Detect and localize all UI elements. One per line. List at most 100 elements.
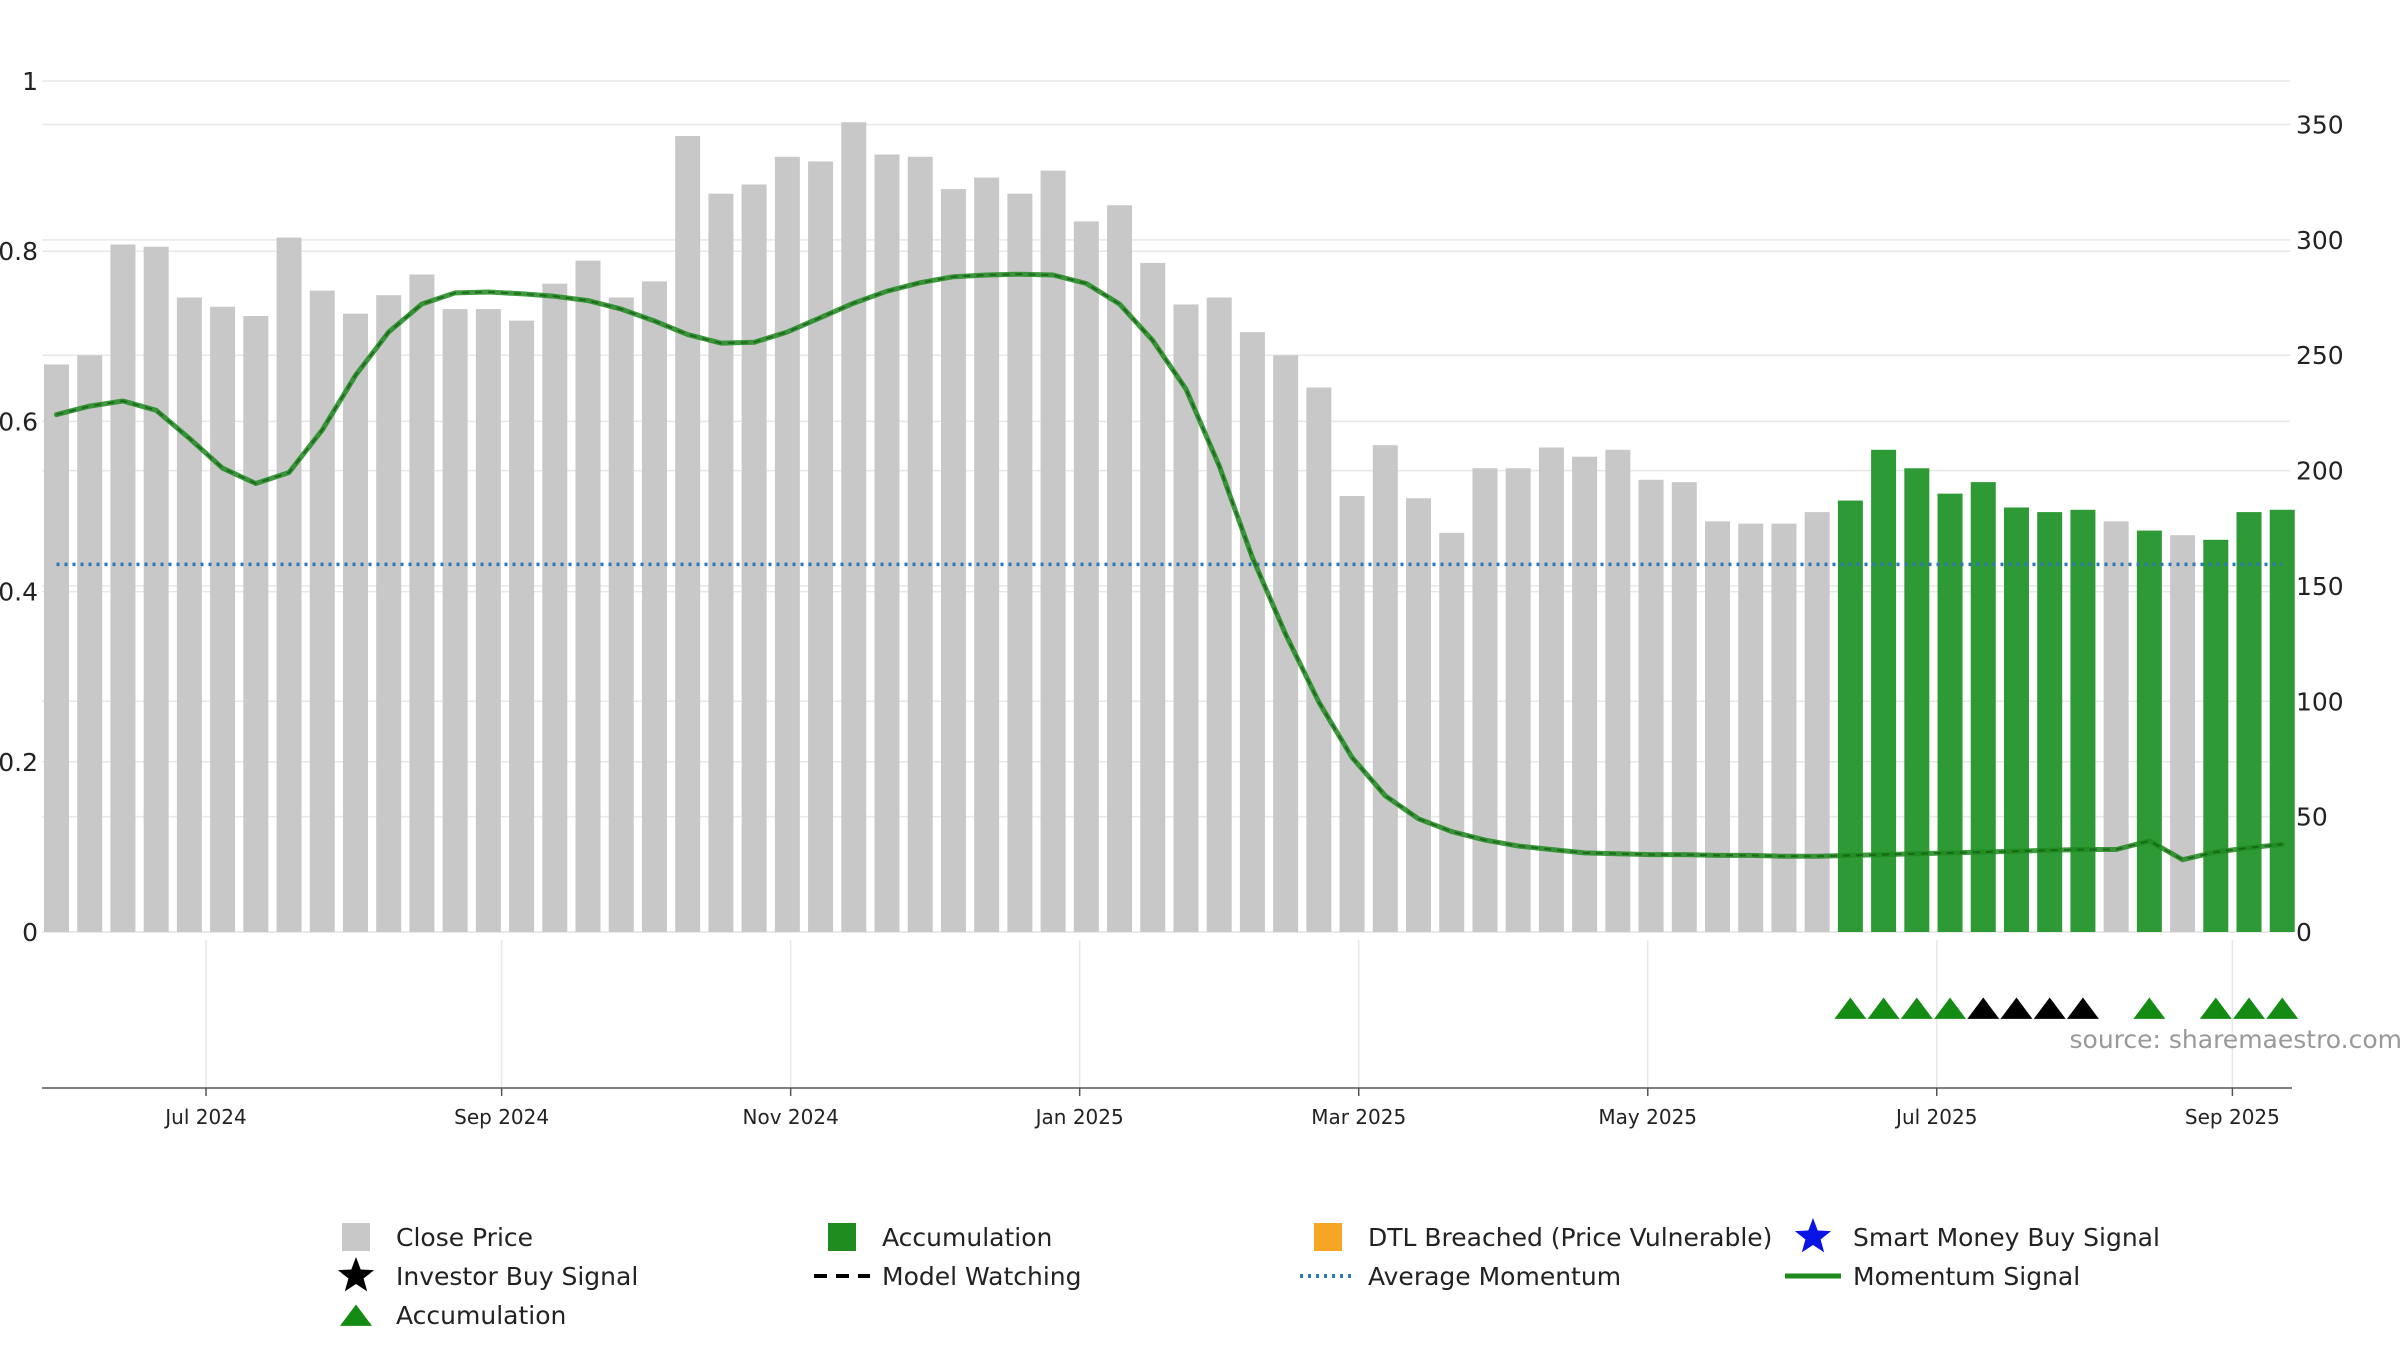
accumulation-triangle-marker (2133, 997, 2166, 1019)
price-bar (808, 161, 834, 932)
legend-item: Momentum Signal (1785, 1262, 2080, 1291)
price-bar (907, 156, 933, 933)
legend-triangle-swatch (340, 1304, 372, 1326)
price-bar (774, 156, 800, 933)
axes: 0 0.2 0.4 0.6 0.8 1 0 50 100 150 200 250 300 350 Jul 2… (0, 67, 2344, 1129)
price-bar (741, 184, 767, 932)
accumulation-bar (2236, 512, 2262, 932)
legend-label: Average Momentum (1368, 1262, 1621, 1291)
investor-buy-marker (2000, 997, 2033, 1019)
x-tick-label: Nov 2024 (743, 1105, 839, 1129)
price-bar (675, 136, 701, 933)
price-bar (841, 122, 867, 932)
accumulation-bar (2136, 530, 2162, 932)
price-bar (475, 309, 501, 933)
legend-label: Investor Buy Signal (396, 1262, 638, 1291)
right-tick-label: 300 (2296, 226, 2344, 255)
price-bar (276, 237, 302, 933)
price-bar (376, 295, 402, 932)
signal-markers (1834, 997, 2299, 1019)
price-bar (1605, 449, 1631, 932)
price-bar (1372, 445, 1398, 932)
right-tick-label: 250 (2296, 341, 2344, 370)
price-bar (575, 260, 601, 932)
legend-item: Accumulation (340, 1301, 566, 1330)
price-bar (1273, 355, 1299, 932)
momentum-layer (54, 271, 2285, 863)
source-credit: source: sharemaestro.com (2070, 1025, 2400, 1054)
price-bar (409, 274, 435, 932)
price-bar (1538, 447, 1564, 932)
investor-buy-marker (2033, 997, 2066, 1019)
legend: Close Price Accumulation DTL Breached (Pri… (337, 1218, 2160, 1330)
price-bar (143, 246, 169, 932)
accumulation-triangle-marker (2233, 997, 2266, 1019)
price-bar (1638, 479, 1664, 932)
price-bar (641, 281, 667, 932)
accumulation-triangle-marker (2266, 997, 2299, 1019)
accumulation-triangle-marker (1900, 997, 1933, 1019)
price-bar (342, 313, 368, 933)
accumulation-bar (2070, 509, 2096, 932)
price-bar (1572, 456, 1598, 932)
accumulation-triangle-marker (1867, 997, 1900, 1019)
legend-square-swatch (1314, 1223, 1342, 1251)
accumulation-triangle-marker (1934, 997, 1967, 1019)
price-bar (1007, 193, 1033, 932)
price-bar (1804, 512, 1830, 932)
price-bar (210, 306, 236, 932)
legend-item: Model Watching (814, 1262, 1082, 1291)
x-tick-label: Jan 2025 (1034, 1105, 1124, 1129)
price-bar (1671, 482, 1697, 932)
price-bar (940, 189, 966, 933)
right-tick-label: 150 (2296, 572, 2344, 601)
investor-buy-marker (1967, 997, 2000, 1019)
legend-star-swatch (337, 1257, 375, 1292)
accumulation-bar (2269, 509, 2295, 932)
x-tick-label: Jul 2024 (163, 1105, 246, 1129)
accumulation-bar (2003, 507, 2029, 932)
price-bar (1505, 468, 1531, 932)
x-tick-label: Sep 2025 (2185, 1105, 2280, 1129)
right-tick-label: 350 (2296, 111, 2344, 140)
price-bar (1173, 304, 1199, 932)
legend-label: Accumulation (396, 1301, 566, 1330)
price-bar (2170, 535, 2196, 932)
legend-item: Accumulation (828, 1223, 1052, 1252)
legend-label: Smart Money Buy Signal (1853, 1223, 2160, 1252)
right-tick-label: 100 (2296, 687, 2344, 716)
price-bar (1239, 332, 1265, 933)
accumulation-bar (2037, 512, 2063, 932)
legend-square-swatch (342, 1223, 370, 1251)
price-bar (874, 154, 900, 932)
right-tick-label: 0 (2296, 918, 2312, 947)
price-bar (608, 297, 634, 932)
accumulation-bar (1871, 449, 1897, 932)
x-tick-label: May 2025 (1598, 1105, 1697, 1129)
price-bar (1073, 221, 1099, 932)
price-bar (442, 309, 468, 933)
accumulation-triangle-marker (1834, 997, 1867, 1019)
x-tick-label: Sep 2024 (454, 1105, 549, 1129)
legend-item: Close Price (342, 1223, 533, 1252)
price-bar (1771, 523, 1797, 932)
investor-buy-marker (2066, 997, 2099, 1019)
price-bar (1306, 387, 1332, 932)
price-bar (44, 364, 69, 932)
accumulation-bar (1904, 468, 1930, 932)
accumulation-bar (1970, 482, 1996, 932)
legend-square-swatch (828, 1223, 856, 1251)
left-tick-label: 0.2 (0, 748, 38, 777)
left-tick-label: 0.8 (0, 237, 38, 266)
price-bar (1705, 521, 1730, 932)
price-bar (1040, 170, 1066, 933)
accumulation-bar (2203, 539, 2229, 932)
right-tick-label: 200 (2296, 457, 2344, 486)
price-bar (110, 244, 136, 932)
legend-star-swatch (1794, 1218, 1832, 1253)
legend-item: DTL Breached (Price Vulnerable) (1314, 1223, 1772, 1252)
price-bar (243, 315, 269, 932)
legend-label: Momentum Signal (1853, 1262, 2080, 1291)
accumulation-triangle-marker (2199, 997, 2232, 1019)
